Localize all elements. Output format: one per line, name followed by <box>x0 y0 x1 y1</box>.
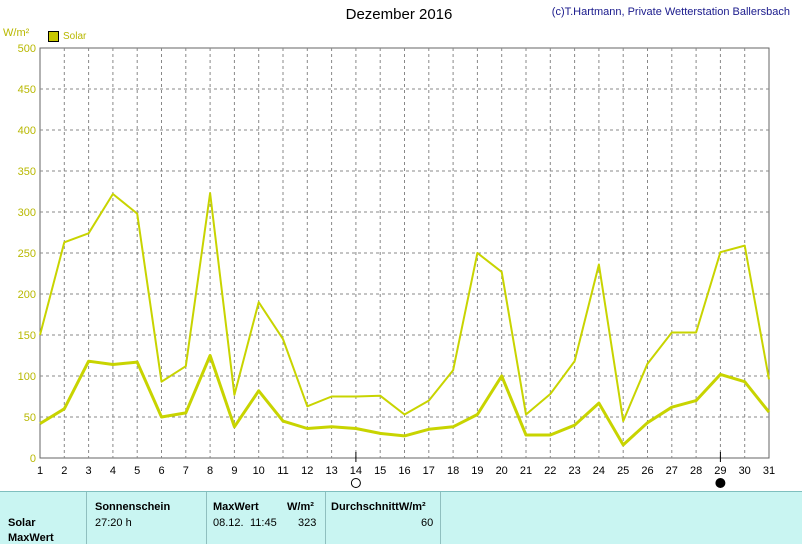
y-tick-label: 50 <box>24 412 36 424</box>
sunshine-value: 27:20 h <box>95 517 132 529</box>
x-tick-label: 12 <box>301 465 313 477</box>
header-maxwert-unit: W/m² <box>287 501 314 513</box>
row-label-maxwert: MaxWert <box>8 532 54 544</box>
x-tick-label: 2 <box>61 465 67 477</box>
avg-value: 60 <box>421 517 434 529</box>
x-tick-label: 8 <box>207 465 213 477</box>
x-tick-label: 3 <box>86 465 92 477</box>
panel-divider <box>325 492 326 544</box>
header-maxwert: MaxWert <box>213 501 259 513</box>
max-date: 08.12. <box>213 517 244 529</box>
x-tick-label: 11 <box>277 465 288 477</box>
x-tick-label: 27 <box>666 465 678 477</box>
x-tick-label: 22 <box>544 465 556 477</box>
x-tick-label: 24 <box>593 465 605 477</box>
header-sunshine: Sonnenschein <box>95 501 171 513</box>
y-tick-label: 450 <box>18 84 36 96</box>
x-tick-label: 14 <box>350 465 362 477</box>
x-tick-label: 4 <box>110 465 116 477</box>
panel-divider <box>440 492 441 544</box>
x-tick-label: 26 <box>641 465 653 477</box>
panel-divider <box>206 492 207 544</box>
y-tick-label: 350 <box>18 166 36 178</box>
legend-label: Solar <box>63 31 87 42</box>
chart-title: Dezember 2016 <box>345 6 453 23</box>
x-tick-label: 6 <box>158 465 164 477</box>
x-tick-label: 30 <box>739 465 751 477</box>
x-tick-label: 7 <box>183 465 189 477</box>
x-tick-label: 23 <box>568 465 580 477</box>
chart-grid <box>39 47 770 459</box>
chart-credit: (c)T.Hartmann, Private Wetterstation Bal… <box>551 6 790 18</box>
x-tick-label: 13 <box>325 465 337 477</box>
chart-lines <box>39 192 771 447</box>
x-tick-label: 20 <box>496 465 508 477</box>
y-tick-label: 400 <box>18 125 36 137</box>
x-tick-label: 9 <box>231 465 237 477</box>
new-moon-icon <box>715 478 726 488</box>
series-line-max <box>39 192 770 423</box>
x-tick-label: 15 <box>374 465 386 477</box>
y-tick-label: 500 <box>18 43 36 55</box>
y-tick-label: 250 <box>18 248 36 260</box>
chart-legend: Solar <box>48 31 86 42</box>
x-tick-label: 16 <box>398 465 410 477</box>
y-axis-unit: W/m² <box>3 27 30 39</box>
x-tick-label: 19 <box>471 465 483 477</box>
x-tick-label: 5 <box>134 465 140 477</box>
max-time: 11:45 <box>250 517 277 529</box>
x-tick-label: 31 <box>763 465 775 477</box>
x-tick-label: 25 <box>617 465 629 477</box>
header-average: DurchschnittW/m² <box>331 501 426 513</box>
max-value: 323 <box>298 517 317 529</box>
x-tick-label: 29 <box>714 465 726 477</box>
x-tick-label: 28 <box>690 465 702 477</box>
x-tick-label: 21 <box>520 465 532 477</box>
x-tick-label: 10 <box>253 465 265 477</box>
panel-divider <box>86 492 87 544</box>
y-tick-label: 300 <box>18 207 36 219</box>
summary-panel: Sonnenschein MaxWert W/m² DurchschnittW/… <box>0 491 802 544</box>
legend-swatch <box>48 31 59 42</box>
y-tick-label: 200 <box>18 289 36 301</box>
row-label-solar: Solar <box>8 517 36 529</box>
y-tick-label: 150 <box>18 330 36 342</box>
full-moon-icon <box>350 478 361 488</box>
x-tick-label: 18 <box>447 465 459 477</box>
y-tick-label: 0 <box>30 453 36 465</box>
x-tick-label: 1 <box>37 465 43 477</box>
x-tick-label: 17 <box>423 465 435 477</box>
y-tick-label: 100 <box>18 371 36 383</box>
series-line-mean <box>39 354 771 447</box>
chart-markers <box>350 452 726 488</box>
